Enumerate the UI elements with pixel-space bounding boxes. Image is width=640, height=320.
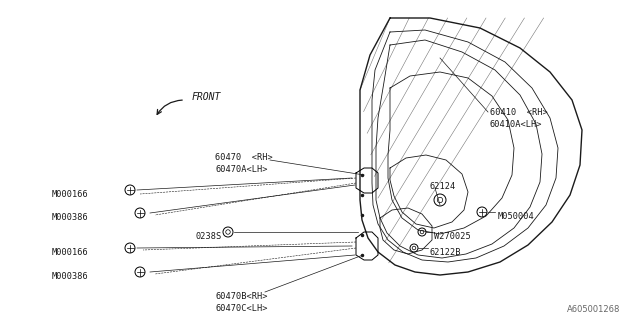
Text: 0238S: 0238S <box>195 232 221 241</box>
Text: 60410  <RH>: 60410 <RH> <box>490 108 548 117</box>
Text: FRONT: FRONT <box>192 92 221 102</box>
Text: M000386: M000386 <box>52 213 89 222</box>
Text: W270025: W270025 <box>434 232 471 241</box>
Text: M000386: M000386 <box>52 272 89 281</box>
Text: A605001268: A605001268 <box>566 305 620 314</box>
Text: 62122B: 62122B <box>430 248 461 257</box>
Text: 60470C<LH>: 60470C<LH> <box>215 304 268 313</box>
Text: M000166: M000166 <box>52 248 89 257</box>
Text: 62124: 62124 <box>430 182 456 191</box>
Text: 60410A<LH>: 60410A<LH> <box>490 120 543 129</box>
Text: M050004: M050004 <box>498 212 535 221</box>
Text: 60470B<RH>: 60470B<RH> <box>215 292 268 301</box>
Text: M000166: M000166 <box>52 190 89 199</box>
Text: 60470A<LH>: 60470A<LH> <box>215 165 268 174</box>
Text: 60470  <RH>: 60470 <RH> <box>215 153 273 162</box>
